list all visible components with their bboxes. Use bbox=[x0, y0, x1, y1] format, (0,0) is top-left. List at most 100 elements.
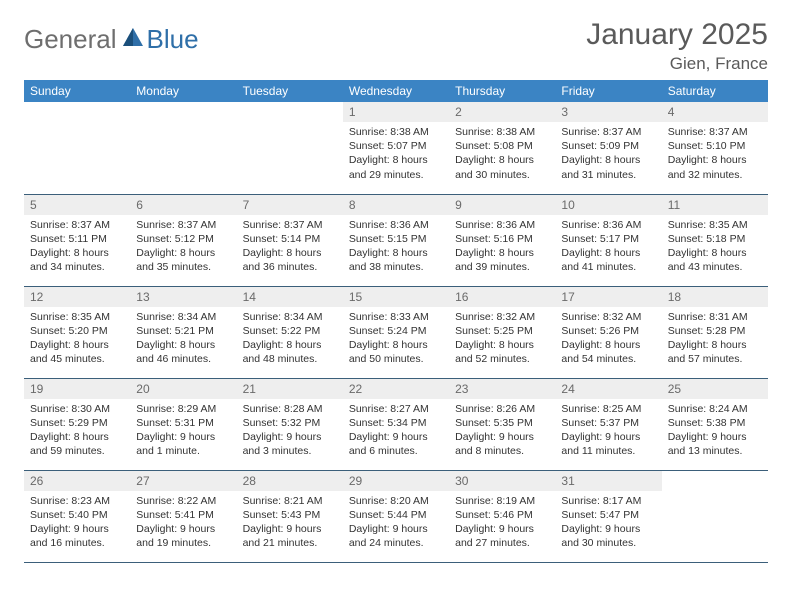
day-number: 5 bbox=[24, 195, 130, 215]
calendar-day-cell: 29Sunrise: 8:20 AMSunset: 5:44 PMDayligh… bbox=[343, 470, 449, 562]
day-details: Sunrise: 8:29 AMSunset: 5:31 PMDaylight:… bbox=[130, 399, 236, 465]
logo-text-general: General bbox=[24, 24, 117, 55]
calendar-day-cell: 19Sunrise: 8:30 AMSunset: 5:29 PMDayligh… bbox=[24, 378, 130, 470]
day-number: 28 bbox=[237, 471, 343, 491]
day-details: Sunrise: 8:33 AMSunset: 5:24 PMDaylight:… bbox=[343, 307, 449, 373]
day-details: Sunrise: 8:37 AMSunset: 5:14 PMDaylight:… bbox=[237, 215, 343, 281]
calendar-day-cell: 2Sunrise: 8:38 AMSunset: 5:08 PMDaylight… bbox=[449, 102, 555, 194]
title-block: January 2025 Gien, France bbox=[586, 18, 768, 74]
day-details: Sunrise: 8:34 AMSunset: 5:21 PMDaylight:… bbox=[130, 307, 236, 373]
day-number: 17 bbox=[555, 287, 661, 307]
calendar-day-cell: 18Sunrise: 8:31 AMSunset: 5:28 PMDayligh… bbox=[662, 286, 768, 378]
weekday-header: Friday bbox=[555, 80, 661, 102]
day-number: 2 bbox=[449, 102, 555, 122]
calendar-day-cell: 5Sunrise: 8:37 AMSunset: 5:11 PMDaylight… bbox=[24, 194, 130, 286]
day-details: Sunrise: 8:38 AMSunset: 5:08 PMDaylight:… bbox=[449, 122, 555, 188]
day-number: 1 bbox=[343, 102, 449, 122]
calendar-day-cell: 10Sunrise: 8:36 AMSunset: 5:17 PMDayligh… bbox=[555, 194, 661, 286]
calendar-week-row: 1Sunrise: 8:38 AMSunset: 5:07 PMDaylight… bbox=[24, 102, 768, 194]
calendar-day-cell: 25Sunrise: 8:24 AMSunset: 5:38 PMDayligh… bbox=[662, 378, 768, 470]
logo: General Blue bbox=[24, 24, 199, 55]
day-number: 27 bbox=[130, 471, 236, 491]
calendar-day-cell bbox=[662, 470, 768, 562]
day-number: 12 bbox=[24, 287, 130, 307]
day-number: 31 bbox=[555, 471, 661, 491]
day-number: 21 bbox=[237, 379, 343, 399]
calendar-week-row: 26Sunrise: 8:23 AMSunset: 5:40 PMDayligh… bbox=[24, 470, 768, 562]
day-number: 9 bbox=[449, 195, 555, 215]
day-details: Sunrise: 8:34 AMSunset: 5:22 PMDaylight:… bbox=[237, 307, 343, 373]
day-details: Sunrise: 8:17 AMSunset: 5:47 PMDaylight:… bbox=[555, 491, 661, 557]
day-number: 29 bbox=[343, 471, 449, 491]
day-details: Sunrise: 8:35 AMSunset: 5:18 PMDaylight:… bbox=[662, 215, 768, 281]
day-number: 20 bbox=[130, 379, 236, 399]
day-number: 4 bbox=[662, 102, 768, 122]
calendar-day-cell: 23Sunrise: 8:26 AMSunset: 5:35 PMDayligh… bbox=[449, 378, 555, 470]
day-number: 13 bbox=[130, 287, 236, 307]
logo-sail-icon bbox=[121, 26, 145, 53]
calendar-day-cell: 30Sunrise: 8:19 AMSunset: 5:46 PMDayligh… bbox=[449, 470, 555, 562]
calendar-day-cell: 31Sunrise: 8:17 AMSunset: 5:47 PMDayligh… bbox=[555, 470, 661, 562]
day-number: 26 bbox=[24, 471, 130, 491]
calendar-day-cell: 1Sunrise: 8:38 AMSunset: 5:07 PMDaylight… bbox=[343, 102, 449, 194]
day-details: Sunrise: 8:26 AMSunset: 5:35 PMDaylight:… bbox=[449, 399, 555, 465]
weekday-header: Monday bbox=[130, 80, 236, 102]
calendar-week-row: 19Sunrise: 8:30 AMSunset: 5:29 PMDayligh… bbox=[24, 378, 768, 470]
day-details: Sunrise: 8:35 AMSunset: 5:20 PMDaylight:… bbox=[24, 307, 130, 373]
weekday-header: Thursday bbox=[449, 80, 555, 102]
day-details: Sunrise: 8:36 AMSunset: 5:17 PMDaylight:… bbox=[555, 215, 661, 281]
day-details: Sunrise: 8:25 AMSunset: 5:37 PMDaylight:… bbox=[555, 399, 661, 465]
day-number: 8 bbox=[343, 195, 449, 215]
day-details: Sunrise: 8:31 AMSunset: 5:28 PMDaylight:… bbox=[662, 307, 768, 373]
day-number: 11 bbox=[662, 195, 768, 215]
calendar-day-cell bbox=[237, 102, 343, 194]
day-details: Sunrise: 8:19 AMSunset: 5:46 PMDaylight:… bbox=[449, 491, 555, 557]
day-details: Sunrise: 8:36 AMSunset: 5:16 PMDaylight:… bbox=[449, 215, 555, 281]
weekday-header-row: SundayMondayTuesdayWednesdayThursdayFrid… bbox=[24, 80, 768, 102]
calendar-day-cell: 13Sunrise: 8:34 AMSunset: 5:21 PMDayligh… bbox=[130, 286, 236, 378]
weekday-header: Sunday bbox=[24, 80, 130, 102]
day-details: Sunrise: 8:36 AMSunset: 5:15 PMDaylight:… bbox=[343, 215, 449, 281]
calendar-day-cell: 4Sunrise: 8:37 AMSunset: 5:10 PMDaylight… bbox=[662, 102, 768, 194]
calendar-day-cell: 21Sunrise: 8:28 AMSunset: 5:32 PMDayligh… bbox=[237, 378, 343, 470]
calendar-day-cell: 24Sunrise: 8:25 AMSunset: 5:37 PMDayligh… bbox=[555, 378, 661, 470]
calendar-day-cell: 15Sunrise: 8:33 AMSunset: 5:24 PMDayligh… bbox=[343, 286, 449, 378]
calendar-day-cell: 14Sunrise: 8:34 AMSunset: 5:22 PMDayligh… bbox=[237, 286, 343, 378]
day-number: 3 bbox=[555, 102, 661, 122]
calendar-day-cell: 7Sunrise: 8:37 AMSunset: 5:14 PMDaylight… bbox=[237, 194, 343, 286]
calendar-week-row: 5Sunrise: 8:37 AMSunset: 5:11 PMDaylight… bbox=[24, 194, 768, 286]
day-details: Sunrise: 8:30 AMSunset: 5:29 PMDaylight:… bbox=[24, 399, 130, 465]
day-number: 30 bbox=[449, 471, 555, 491]
day-details: Sunrise: 8:28 AMSunset: 5:32 PMDaylight:… bbox=[237, 399, 343, 465]
day-details: Sunrise: 8:23 AMSunset: 5:40 PMDaylight:… bbox=[24, 491, 130, 557]
calendar-day-cell: 20Sunrise: 8:29 AMSunset: 5:31 PMDayligh… bbox=[130, 378, 236, 470]
day-details: Sunrise: 8:20 AMSunset: 5:44 PMDaylight:… bbox=[343, 491, 449, 557]
calendar-day-cell: 3Sunrise: 8:37 AMSunset: 5:09 PMDaylight… bbox=[555, 102, 661, 194]
day-number: 18 bbox=[662, 287, 768, 307]
day-details: Sunrise: 8:32 AMSunset: 5:25 PMDaylight:… bbox=[449, 307, 555, 373]
day-details: Sunrise: 8:21 AMSunset: 5:43 PMDaylight:… bbox=[237, 491, 343, 557]
day-number: 6 bbox=[130, 195, 236, 215]
weekday-header: Tuesday bbox=[237, 80, 343, 102]
month-title: January 2025 bbox=[586, 18, 768, 52]
day-number: 15 bbox=[343, 287, 449, 307]
calendar-day-cell: 22Sunrise: 8:27 AMSunset: 5:34 PMDayligh… bbox=[343, 378, 449, 470]
calendar-day-cell: 8Sunrise: 8:36 AMSunset: 5:15 PMDaylight… bbox=[343, 194, 449, 286]
day-number: 14 bbox=[237, 287, 343, 307]
location-label: Gien, France bbox=[586, 54, 768, 74]
day-details: Sunrise: 8:32 AMSunset: 5:26 PMDaylight:… bbox=[555, 307, 661, 373]
weekday-header: Saturday bbox=[662, 80, 768, 102]
calendar-day-cell: 12Sunrise: 8:35 AMSunset: 5:20 PMDayligh… bbox=[24, 286, 130, 378]
day-number: 10 bbox=[555, 195, 661, 215]
calendar-table: SundayMondayTuesdayWednesdayThursdayFrid… bbox=[24, 80, 768, 563]
day-details: Sunrise: 8:24 AMSunset: 5:38 PMDaylight:… bbox=[662, 399, 768, 465]
calendar-week-row: 12Sunrise: 8:35 AMSunset: 5:20 PMDayligh… bbox=[24, 286, 768, 378]
header: General Blue January 2025 Gien, France bbox=[24, 18, 768, 74]
calendar-day-cell bbox=[130, 102, 236, 194]
day-details: Sunrise: 8:37 AMSunset: 5:12 PMDaylight:… bbox=[130, 215, 236, 281]
day-number: 23 bbox=[449, 379, 555, 399]
calendar-day-cell: 11Sunrise: 8:35 AMSunset: 5:18 PMDayligh… bbox=[662, 194, 768, 286]
day-details: Sunrise: 8:37 AMSunset: 5:09 PMDaylight:… bbox=[555, 122, 661, 188]
weekday-header: Wednesday bbox=[343, 80, 449, 102]
logo-text-blue: Blue bbox=[147, 24, 199, 55]
